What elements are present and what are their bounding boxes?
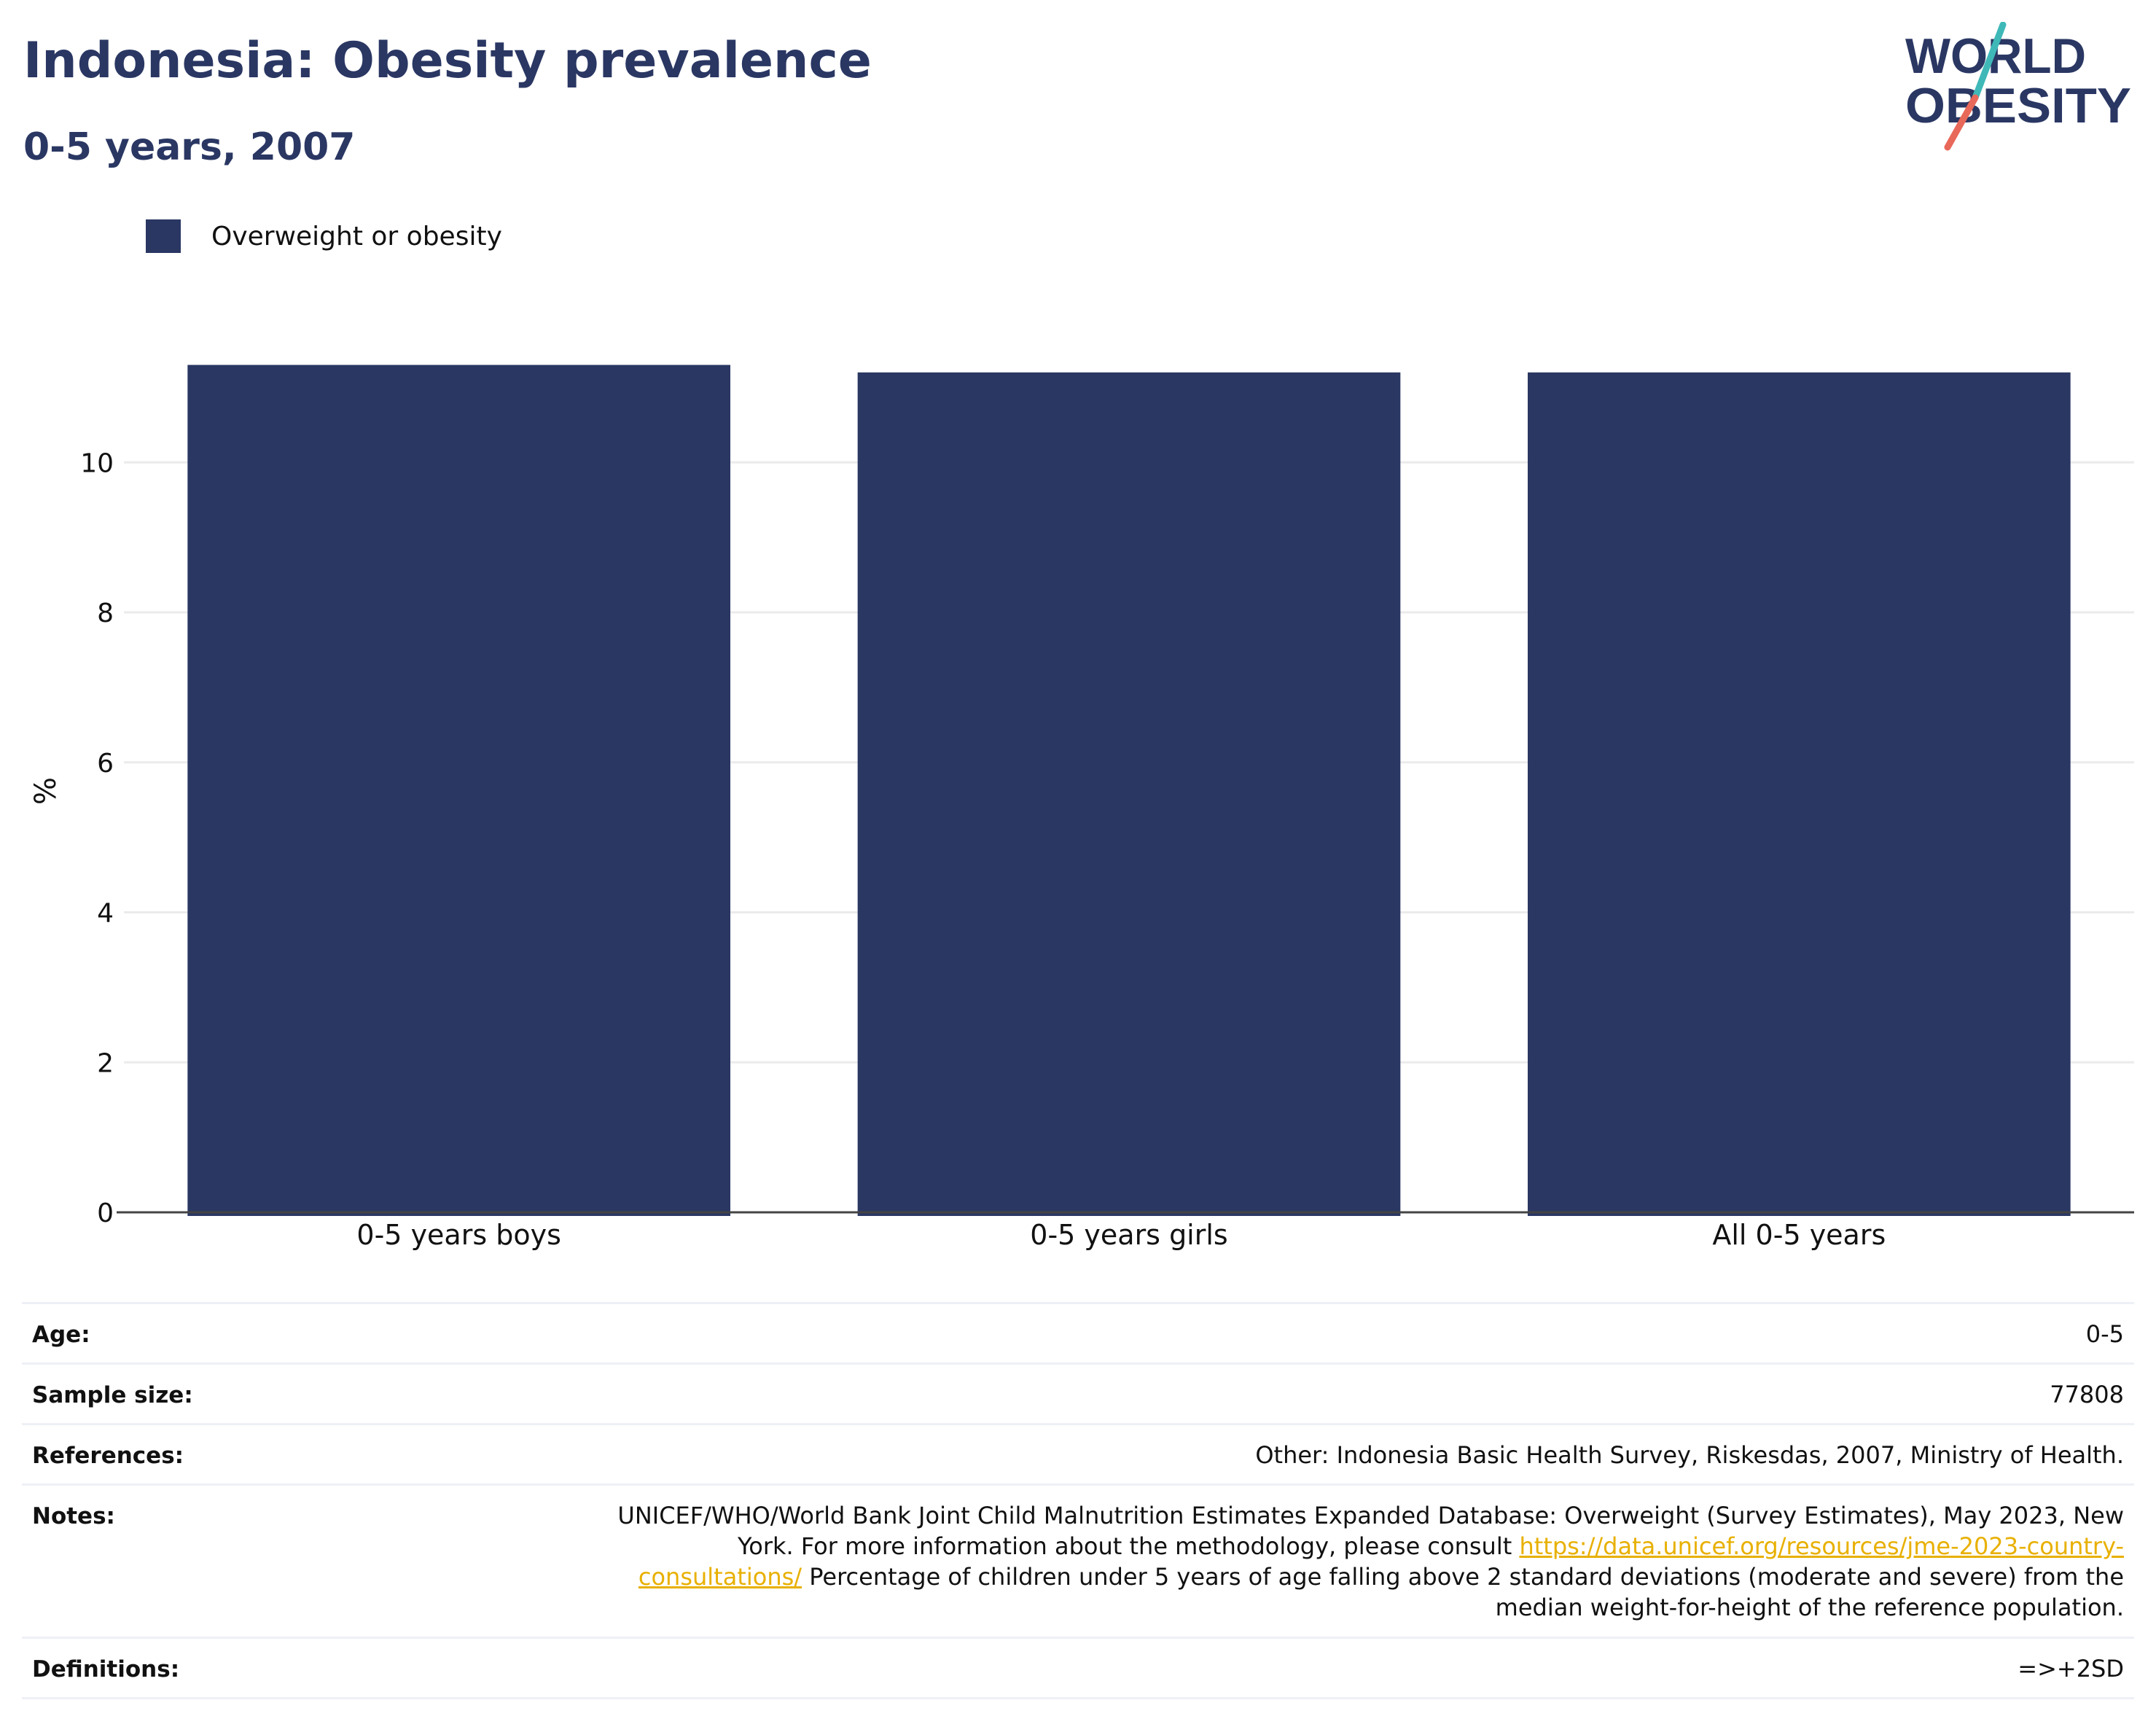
info-value-notes: UNICEF/WHO/World Bank Joint Child Malnut… <box>593 1486 2124 1636</box>
info-row-definitions: Definitions: =>+2SD <box>22 1639 2134 1699</box>
methodology-link[interactable]: https://data.unicef.org/resources/jme-20… <box>638 1532 2124 1591</box>
info-label: References: <box>32 1443 184 1469</box>
x-tick-label: All 0-5 years <box>1712 1219 1886 1251</box>
info-value: =>+2SD <box>2018 1655 2124 1683</box>
y-tick-label: 0 <box>97 1198 114 1228</box>
logo-slash-bottom <box>1944 94 1979 151</box>
info-label: Notes: <box>32 1503 115 1529</box>
legend-swatch <box>146 219 181 253</box>
info-value: 0-5 <box>2085 1320 2124 1348</box>
metadata-table: Age: 0-5 Sample size: 77808 References: … <box>22 1302 2134 1699</box>
info-label: Sample size: <box>32 1382 193 1408</box>
info-value: 77808 <box>2050 1381 2124 1408</box>
x-tick-label: 0-5 years girls <box>1030 1219 1227 1251</box>
y-tick-label: 4 <box>97 899 114 929</box>
bar-chart: 0 2 4 6 8 10 0-5 years boys 0-5 years girls All … <box>29 364 2134 1251</box>
logo-line2: OBESITY <box>1905 78 2131 133</box>
notes-definition-text: Percentage of children under 5 years of … <box>802 1563 2124 1621</box>
chart-subtitle: 0-5 years, 2007 <box>23 125 356 169</box>
chart-legend[interactable]: Overweight or obesity <box>146 219 502 254</box>
bar[interactable] <box>187 364 730 1216</box>
world-obesity-logo: WORLD OBESITY <box>1905 22 2131 151</box>
info-label: Definitions: <box>32 1656 180 1683</box>
legend-label: Overweight or obesity <box>211 221 502 252</box>
y-tick-label: 6 <box>97 749 114 779</box>
chart-title: Indonesia: Obesity prevalence <box>23 32 872 90</box>
info-row-references: References: Other: Indonesia Basic Healt… <box>22 1425 2134 1486</box>
axes: 0 2 4 6 8 10 0-5 years boys 0-5 years girls All … <box>29 448 2134 1251</box>
y-axis-title: % <box>29 777 63 805</box>
bars <box>187 364 2071 1217</box>
y-tick-label: 8 <box>97 599 114 628</box>
bar[interactable] <box>857 372 1401 1217</box>
info-label: Age: <box>32 1322 90 1348</box>
info-row-sample-size: Sample size: 77808 <box>22 1365 2134 1425</box>
x-tick-label: 0-5 years boys <box>356 1219 561 1251</box>
notes-text: UNICEF/WHO/World Bank Joint Child Malnut… <box>617 1502 2124 1560</box>
y-tick-label: 2 <box>97 1048 114 1078</box>
info-row-notes: Notes: UNICEF/WHO/World Bank Joint Child… <box>22 1486 2134 1639</box>
y-tick-label: 10 <box>80 448 114 478</box>
logo-slash-top <box>1972 22 2007 101</box>
info-value: Other: Indonesia Basic Health Survey, Ri… <box>1255 1441 2124 1469</box>
bar[interactable] <box>1528 372 2071 1217</box>
info-row-age: Age: 0-5 <box>22 1304 2134 1365</box>
